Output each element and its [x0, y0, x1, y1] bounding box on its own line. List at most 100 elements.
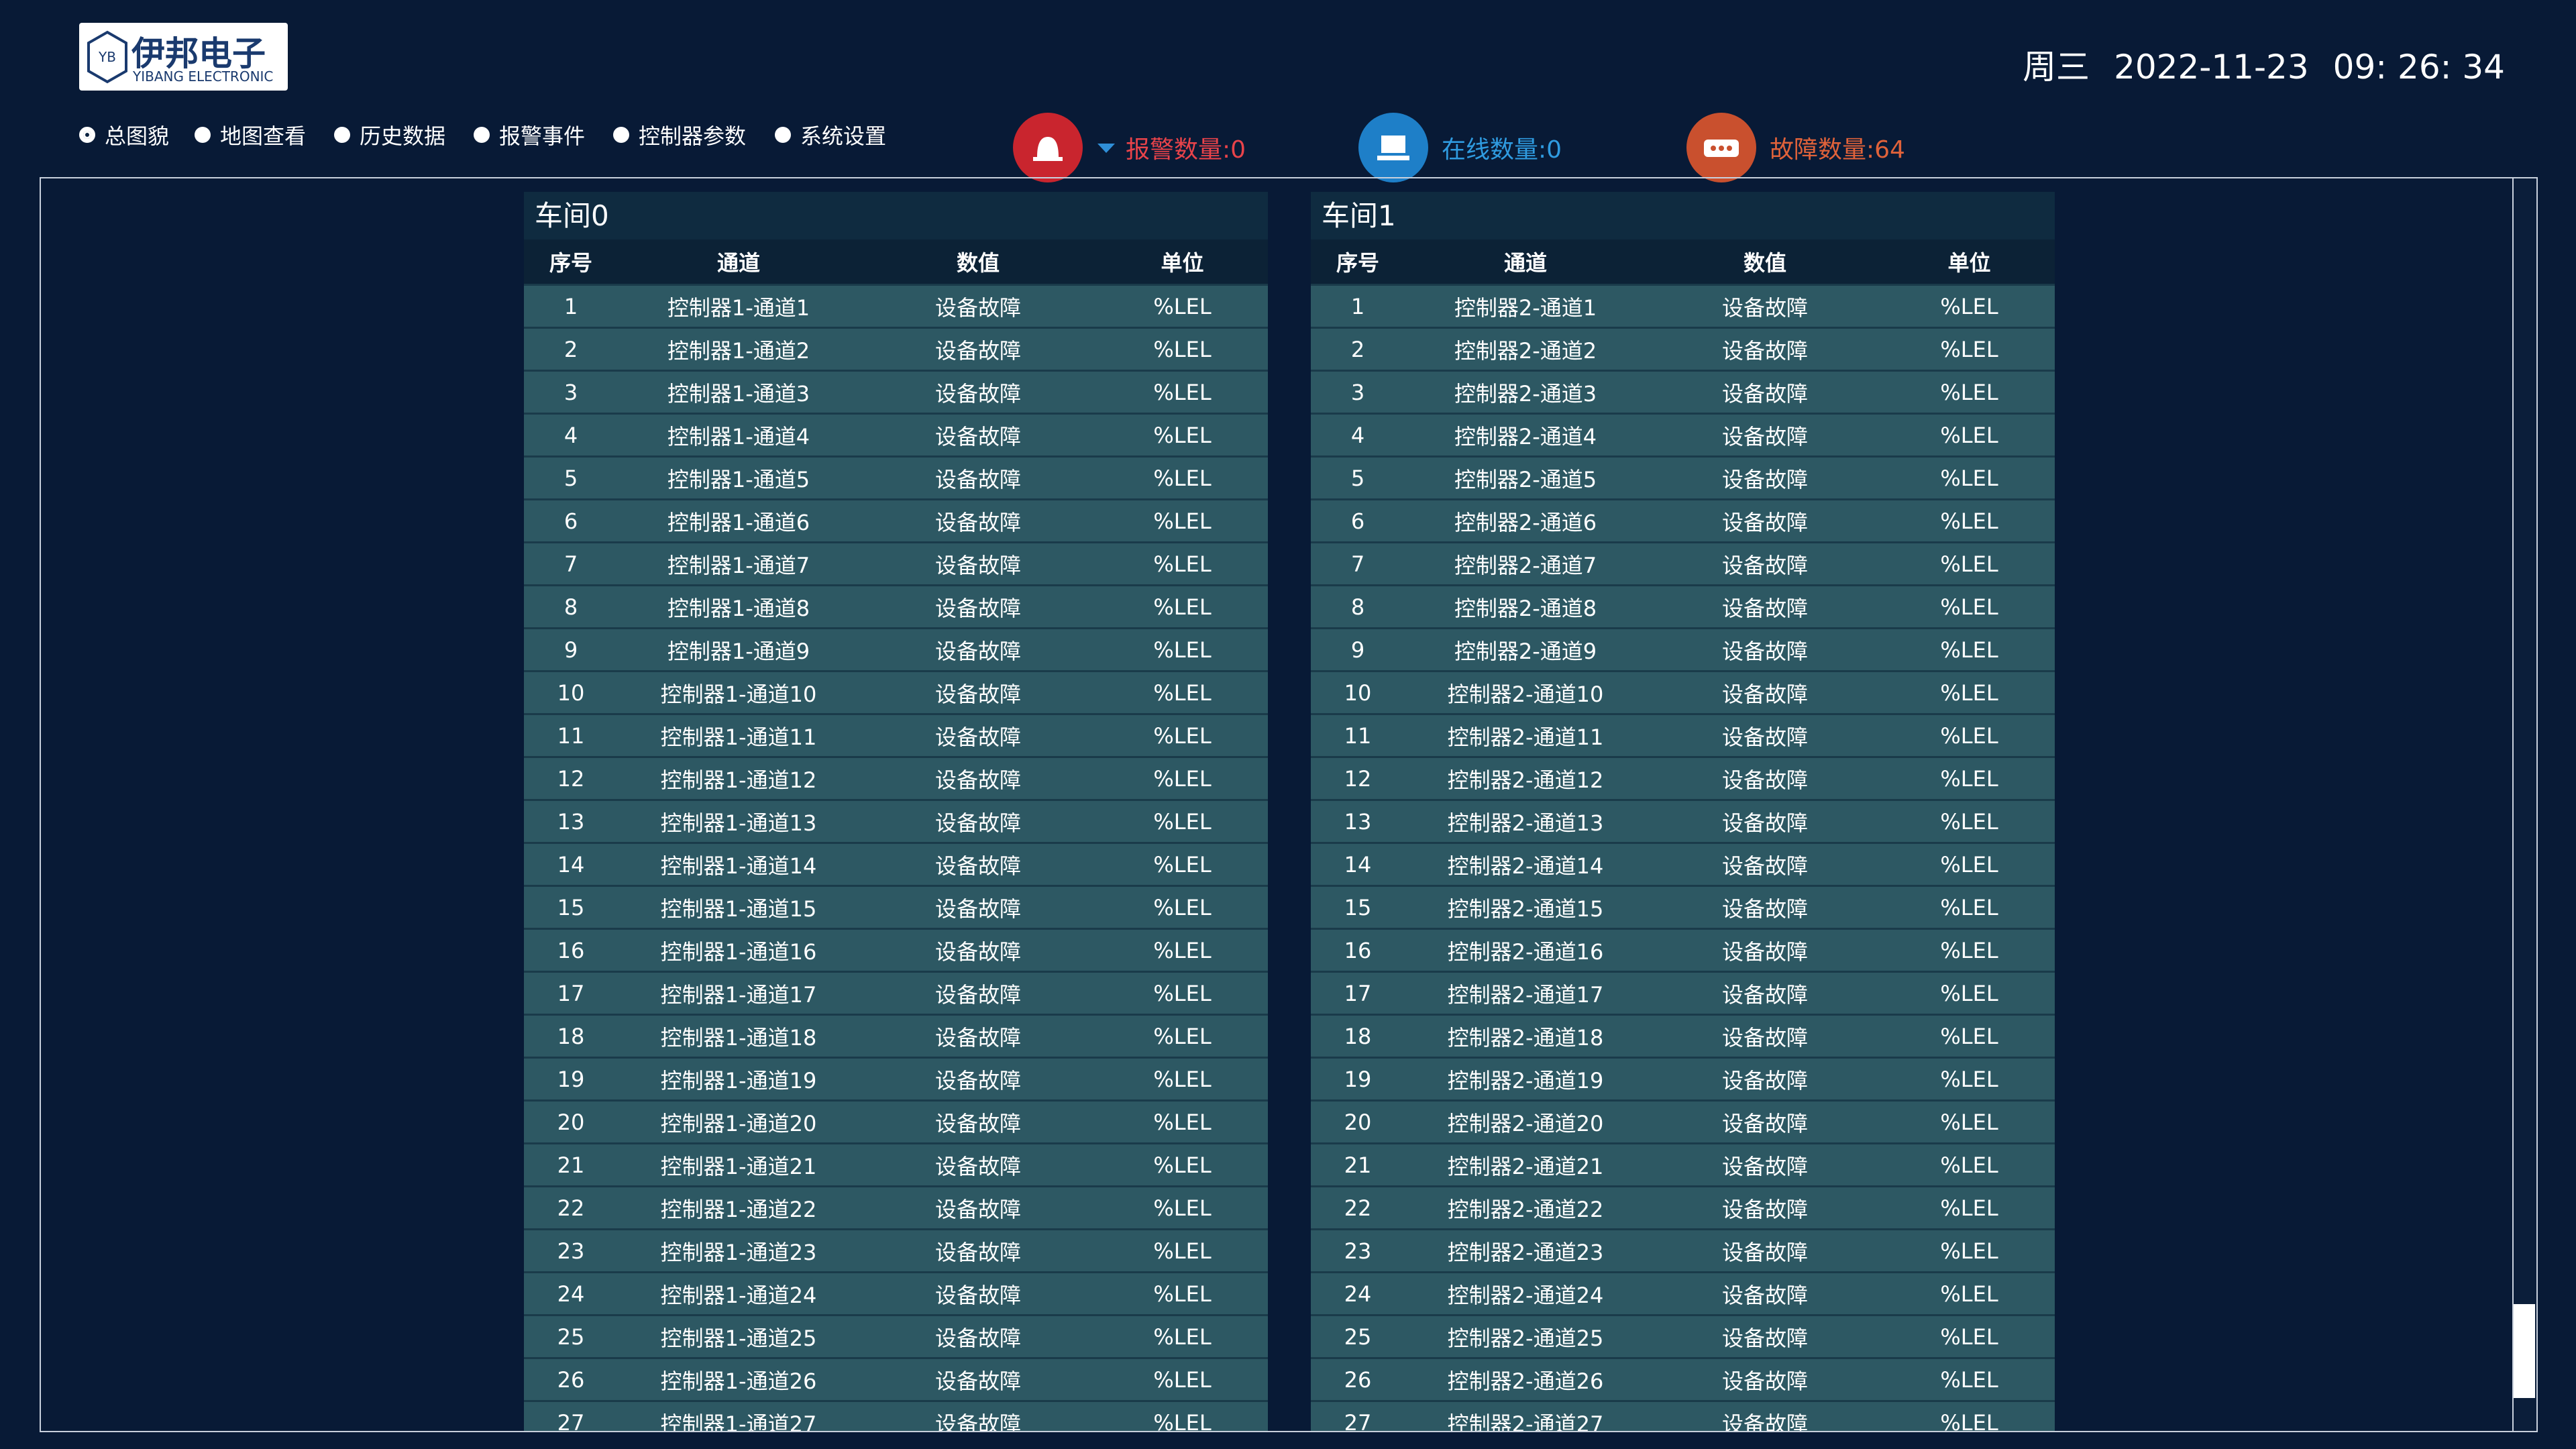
- logo-title: 伊邦电子: [131, 34, 266, 73]
- table-cell: 18: [557, 1023, 585, 1049]
- table-cell: %LEL: [1153, 1238, 1212, 1264]
- table-cell: 控制器2-通道2: [1454, 337, 1597, 364]
- radio-button[interactable]: [334, 127, 350, 143]
- table-row: 20 控制器2-通道20 设备故障 %LEL: [1311, 1099, 2055, 1142]
- table-row: 4 控制器1-通道4 设备故障 %LEL: [524, 413, 1268, 455]
- table-cell: %LEL: [1153, 1152, 1212, 1178]
- table-cell: 控制器2-通道3: [1454, 380, 1597, 407]
- table-cell: 设备故障: [1721, 1067, 1808, 1093]
- table-cell: 17: [557, 980, 585, 1006]
- table-cell: 设备故障: [1721, 1024, 1808, 1051]
- column-header: 单位: [1947, 250, 1991, 276]
- table-row: 27 控制器2-通道27 设备故障 %LEL: [1311, 1400, 2055, 1431]
- table-cell: 控制器1-通道23: [660, 1239, 817, 1265]
- table-cell: 控制器2-通道5: [1454, 466, 1597, 492]
- radio-button[interactable]: [613, 127, 629, 143]
- fault-status[interactable]: 故障数量:64: [1686, 113, 1905, 182]
- radio-button[interactable]: [79, 127, 95, 143]
- table-cell: %LEL: [1940, 336, 1998, 362]
- table-cell: 控制器2-通道21: [1447, 1153, 1604, 1179]
- table-cell: 12: [557, 765, 585, 792]
- table-cell: %LEL: [1153, 680, 1212, 706]
- nav-item[interactable]: 报警事件: [474, 119, 585, 150]
- table-cell: 控制器2-通道9: [1454, 638, 1597, 664]
- table-cell: 15: [1344, 894, 1372, 920]
- table-cell: 13: [557, 808, 585, 835]
- logo-mark-text: YB: [98, 49, 116, 65]
- table-cell: 设备故障: [934, 294, 1021, 321]
- table-cell: 21: [557, 1152, 585, 1178]
- table-cell: 设备故障: [934, 595, 1021, 621]
- table-cell: 设备故障: [1721, 423, 1808, 449]
- table-row: 3 控制器1-通道3 设备故障 %LEL: [524, 370, 1268, 413]
- table-cell: 设备故障: [1721, 638, 1808, 664]
- scroll-thumb[interactable]: [2514, 1304, 2535, 1398]
- table-cell: 设备故障: [1721, 1325, 1808, 1351]
- nav-label: 控制器参数: [639, 123, 747, 149]
- logo: YB 伊邦电子 YIBANG ELECTRONIC: [79, 23, 288, 91]
- table-row: 4 控制器2-通道4 设备故障 %LEL: [1311, 413, 2055, 455]
- nav-item[interactable]: 历史数据: [334, 119, 445, 150]
- table-cell: %LEL: [1940, 1238, 1998, 1264]
- nav-item[interactable]: 总图貌: [79, 119, 169, 150]
- radio-button[interactable]: [775, 127, 791, 143]
- table-cell: %LEL: [1940, 594, 1998, 620]
- table-cell: 20: [1344, 1109, 1372, 1135]
- table-cell: %LEL: [1940, 422, 1998, 448]
- online-status[interactable]: 在线数量:0: [1358, 113, 1562, 182]
- date: 2022-11-23: [2114, 48, 2309, 87]
- table-cell: 设备故障: [1721, 810, 1808, 836]
- table-row: 2 控制器2-通道2 设备故障 %LEL: [1311, 327, 2055, 370]
- data-table: 车间0 序号 通道 数值 单位 1 控制器1-通道1 设备故障 %LEL 2 控制器1-通道2 设备故…: [524, 192, 1268, 1431]
- table-row: 5 控制器1-通道5 设备故障 %LEL: [524, 455, 1268, 498]
- table-cell: %LEL: [1940, 937, 1998, 963]
- column-header: 通道: [1503, 250, 1547, 276]
- nav-item[interactable]: 系统设置: [775, 119, 886, 150]
- table-cell: 设备故障: [934, 724, 1021, 750]
- table-cell: %LEL: [1940, 1109, 1998, 1135]
- table-cell: %LEL: [1940, 894, 1998, 920]
- table-cell: 设备故障: [1721, 509, 1808, 535]
- table-cell: 3: [564, 379, 578, 405]
- dropdown-arrow: [1097, 144, 1115, 153]
- column-header: 单位: [1161, 250, 1204, 276]
- table-row: 10 控制器1-通道10 设备故障 %LEL: [524, 670, 1268, 713]
- table-row: 19 控制器1-通道19 设备故障 %LEL: [524, 1057, 1268, 1099]
- table-cell: 设备故障: [934, 337, 1021, 364]
- nav-item[interactable]: 地图查看: [195, 119, 306, 150]
- table-cell: 设备故障: [1721, 1282, 1808, 1308]
- nav-label: 报警事件: [499, 123, 586, 149]
- table-cell: %LEL: [1153, 594, 1212, 620]
- table-cell: %LEL: [1153, 422, 1212, 448]
- table-cell: 设备故障: [934, 810, 1021, 836]
- table-cell: %LEL: [1153, 1109, 1212, 1135]
- table-cell: %LEL: [1153, 1066, 1212, 1092]
- table-cell: %LEL: [1153, 379, 1212, 405]
- table-cell: 26: [1344, 1366, 1372, 1393]
- table-row: 2 控制器1-通道2 设备故障 %LEL: [524, 327, 1268, 370]
- scrollbar[interactable]: [2512, 178, 2536, 1431]
- radio-button[interactable]: [195, 127, 211, 143]
- table-cell: 控制器1-通道2: [667, 337, 810, 364]
- table-row: 1 控制器1-通道1 设备故障 %LEL: [524, 284, 1268, 327]
- table-cell: 控制器2-通道6: [1454, 509, 1597, 535]
- table-cell: 控制器2-通道11: [1447, 724, 1604, 750]
- table-cell: 15: [557, 894, 585, 920]
- content-frame: 车间0 序号 通道 数值 单位 1 控制器1-通道1 设备故障 %LEL 2 控制器1-通道2 设备故…: [40, 177, 2538, 1432]
- table-cell: 设备故障: [934, 681, 1021, 707]
- table-cell: 设备故障: [934, 509, 1021, 535]
- table-cell: 控制器2-通道1: [1454, 294, 1597, 321]
- table-row: 21 控制器1-通道21 设备故障 %LEL: [524, 1142, 1268, 1185]
- table-cell: 6: [1350, 508, 1365, 534]
- table-cell: 7: [1350, 551, 1365, 577]
- table-cell: 设备故障: [934, 981, 1021, 1008]
- table-cell: 17: [1344, 980, 1372, 1006]
- table-row: 9 控制器2-通道9 设备故障 %LEL: [1311, 627, 2055, 670]
- table-cell: %LEL: [1153, 465, 1212, 491]
- table-cell: %LEL: [1940, 508, 1998, 534]
- alarm-status[interactable]: 报警数量:0: [1013, 113, 1246, 182]
- nav-item[interactable]: 控制器参数: [613, 119, 746, 150]
- table-cell: 控制器1-通道7: [667, 552, 810, 578]
- radio-button[interactable]: [474, 127, 490, 143]
